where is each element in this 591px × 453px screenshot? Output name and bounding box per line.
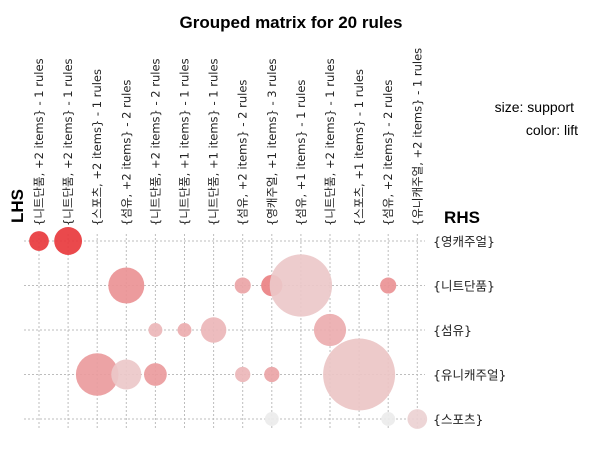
rule-point — [323, 338, 396, 411]
rule-point — [313, 313, 347, 347]
rhs-tick-labels: {영캐주얼} {니트단품} {섬유} {유니캐주얼} {스포츠} — [433, 234, 506, 427]
lhs-tick-label: {니트단품, +2 items} - 1 rules — [61, 58, 75, 226]
rule-point — [380, 277, 397, 294]
legend-size: size: support — [495, 99, 574, 115]
rule-point — [75, 353, 119, 396]
rule-point — [407, 409, 428, 429]
x-axis-title: LHS — [8, 189, 27, 223]
lhs-tick-labels: {니트단품, +2 items} - 1 rules {니트단품, +2 item… — [32, 48, 424, 226]
lhs-tick-label: {섬유, +2 items} - 2 rules — [119, 80, 133, 226]
lhs-tick-label: {니트단품, +2 items} - 1 rules — [32, 58, 46, 226]
rule-point — [108, 267, 145, 304]
legend-color: color: lift — [526, 122, 578, 138]
lhs-tick-label: {섬유, +2 items} - 2 rules — [381, 80, 395, 226]
rule-point — [29, 231, 49, 251]
lhs-tick-label: {영캐주얼, +1 items} - 3 rules — [265, 58, 279, 226]
rule-point — [200, 317, 227, 343]
lhs-tick-label: {니트단품, +2 items} - 1 rules — [323, 58, 337, 226]
rule-point — [54, 227, 83, 255]
rule-point — [264, 366, 280, 383]
lhs-tick-label: {스포츠, +2 items} - 1 rules — [90, 69, 104, 226]
rule-point — [234, 277, 251, 294]
rule-point — [235, 366, 251, 383]
lhs-tick-label: {니트단품, +1 items} - 1 rules — [207, 58, 221, 226]
rhs-tick-label: {니트단품} — [433, 279, 495, 294]
rule-point — [381, 412, 396, 426]
lhs-tick-label: {섬유, +2 items} - 2 rules — [236, 80, 250, 226]
rule-point — [177, 323, 192, 337]
rule-point — [144, 363, 167, 386]
lhs-tick-label: {니트단품, +1 items} - 1 rules — [178, 58, 192, 226]
rhs-tick-label: {섬유} — [433, 323, 472, 338]
chart-title: Grouped matrix for 20 rules — [180, 13, 403, 32]
rule-point — [264, 412, 279, 426]
rule-point — [111, 359, 142, 390]
lhs-tick-label: {스포츠, +1 items} - 1 rules — [352, 69, 366, 226]
lhs-tick-label: {니트단품, +2 items} - 2 rules — [148, 58, 162, 226]
rule-point — [269, 254, 333, 317]
lhs-tick-label: {섬유, +1 items} - 1 rules — [294, 80, 308, 226]
y-axis-title: RHS — [444, 208, 480, 227]
rhs-tick-label: {유니캐주얼} — [433, 368, 506, 383]
rule-points — [29, 227, 428, 429]
rule-point — [148, 323, 163, 337]
rhs-tick-label: {스포츠} — [433, 412, 483, 427]
lhs-tick-label: {유니캐주얼, +2 items} - 1 rules — [410, 48, 424, 226]
rhs-tick-label: {영캐주얼} — [433, 234, 495, 249]
